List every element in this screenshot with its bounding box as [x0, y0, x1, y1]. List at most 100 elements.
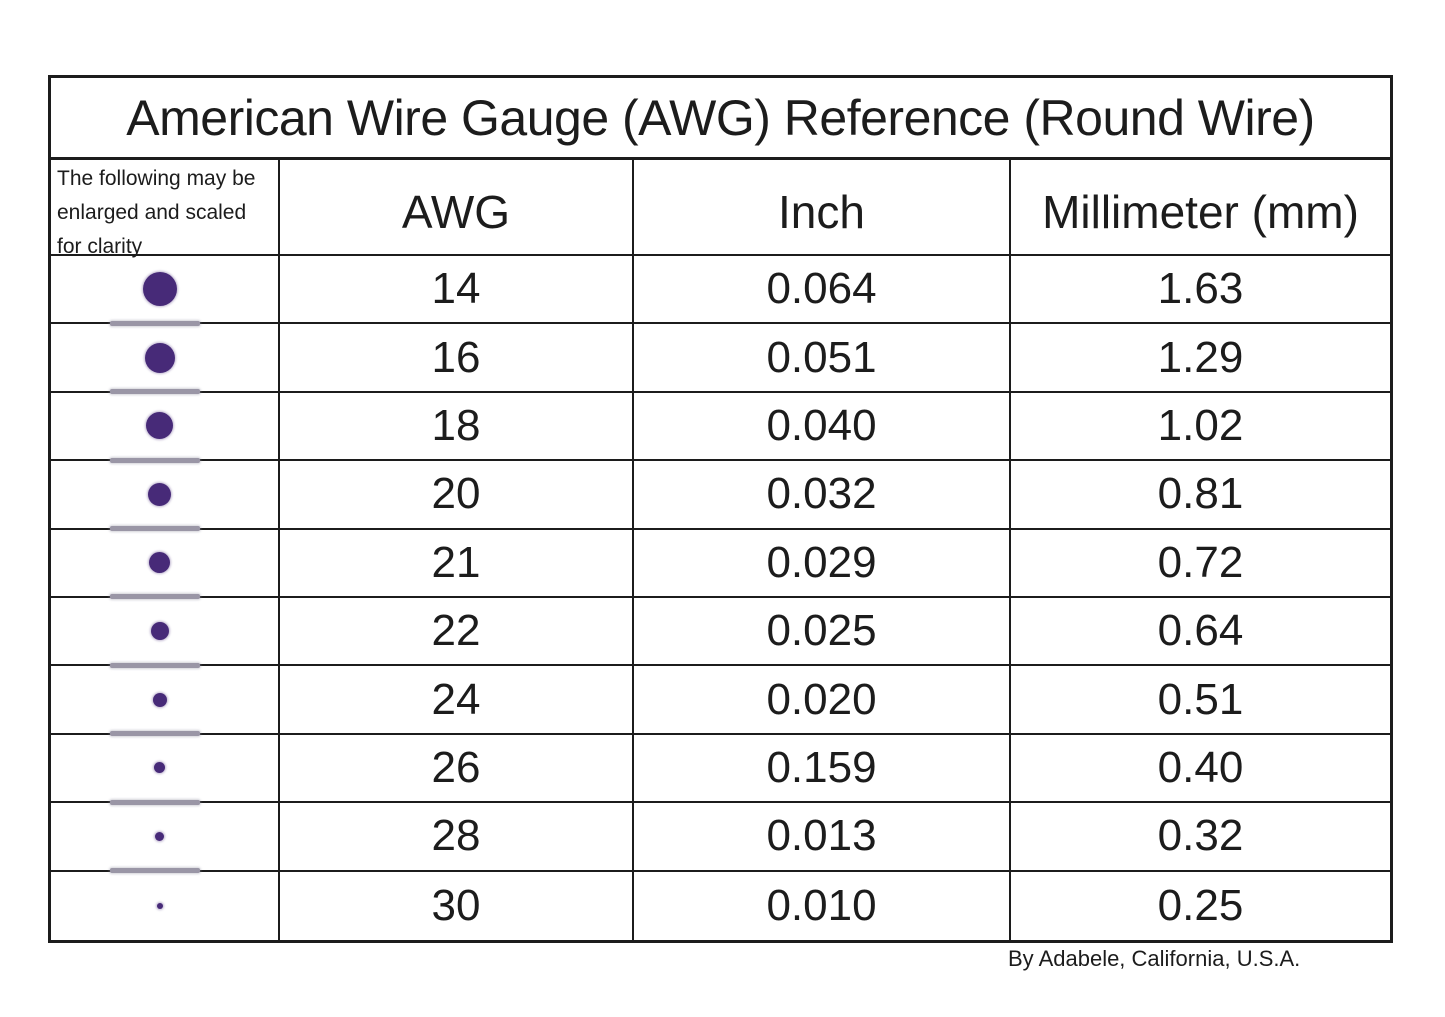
- dot-cell: [51, 734, 280, 805]
- awg-value: 24: [431, 674, 481, 724]
- scale-tick-line: [110, 799, 200, 805]
- inch-cell: 0.010: [634, 871, 1011, 940]
- table-row-awg-26: 26 0.159 0.40: [51, 734, 1390, 805]
- awg-cell: 21: [280, 529, 634, 596]
- table-title: American Wire Gauge (AWG) Reference (Rou…: [126, 89, 1315, 146]
- mm-cell: 0.72: [1011, 530, 1390, 596]
- wire-gauge-dot: [149, 552, 170, 574]
- mm-value: 0.72: [1157, 537, 1244, 587]
- column-header-awg: AWG: [280, 160, 634, 264]
- inch-cell: 0.013: [634, 803, 1011, 870]
- mm-value: 1.02: [1157, 400, 1244, 450]
- wire-gauge-dot: [154, 762, 165, 774]
- mm-value: 0.32: [1157, 811, 1244, 861]
- attribution-text: By Adabele, California, U.S.A.: [1008, 946, 1301, 971]
- mm-value: 0.64: [1157, 606, 1244, 656]
- column-header-awg-label: AWG: [401, 186, 511, 238]
- inch-cell: 0.040: [634, 392, 1011, 460]
- awg-reference-table: American Wire Gauge (AWG) Reference (Rou…: [48, 75, 1393, 943]
- note-text: The following may be enlarged and scaled…: [57, 167, 256, 258]
- table-title-row: American Wire Gauge (AWG) Reference (Rou…: [51, 78, 1390, 160]
- column-header-mm: Millimeter (mm): [1011, 160, 1390, 264]
- table-row-awg-18: 18 0.040 1.02: [51, 392, 1390, 463]
- awg-cell: 30: [280, 871, 634, 940]
- awg-value: 26: [431, 742, 481, 792]
- inch-cell: 0.020: [634, 666, 1011, 733]
- table-row-awg-24: 24 0.020 0.51: [51, 666, 1390, 737]
- awg-cell: 16: [280, 324, 634, 391]
- scale-tick-line: [110, 731, 200, 737]
- awg-value: 30: [431, 880, 481, 930]
- inch-value: 0.032: [766, 469, 877, 519]
- wire-gauge-dot: [152, 692, 167, 707]
- inch-cell: 0.032: [634, 461, 1011, 528]
- dot-cell: [51, 324, 280, 395]
- column-header-inch-label: Inch: [778, 186, 865, 238]
- inch-value: 0.029: [766, 537, 877, 587]
- inch-value: 0.020: [766, 674, 877, 724]
- column-header-inch: Inch: [634, 160, 1011, 264]
- awg-value: 14: [431, 264, 481, 314]
- inch-cell: 0.029: [634, 529, 1011, 596]
- dot-cell: [51, 256, 280, 326]
- awg-cell: 14: [280, 256, 634, 323]
- mm-cell: 0.64: [1011, 598, 1390, 664]
- mm-value: 1.29: [1157, 332, 1244, 382]
- inch-value: 0.025: [766, 606, 877, 656]
- mm-value: 0.81: [1157, 469, 1244, 519]
- awg-cell: 20: [280, 461, 634, 528]
- table-header-row: The following may be enlarged and scaled…: [51, 160, 1390, 264]
- awg-cell: 18: [280, 392, 634, 460]
- wire-gauge-dot: [146, 412, 173, 440]
- awg-cell: 22: [280, 597, 634, 665]
- inch-cell: 0.064: [634, 256, 1011, 323]
- dot-cell: [51, 392, 280, 463]
- table-row-awg-28: 28 0.013 0.32: [51, 803, 1390, 874]
- awg-value: 16: [431, 332, 481, 382]
- awg-cell: 24: [280, 666, 634, 733]
- awg-value: 28: [431, 811, 481, 861]
- mm-value: 0.40: [1157, 742, 1244, 792]
- scale-tick-line: [110, 457, 200, 463]
- inch-cell: 0.159: [634, 734, 1011, 802]
- scale-tick-line: [110, 320, 200, 326]
- dot-cell: [51, 529, 280, 600]
- inch-value: 0.051: [766, 332, 877, 382]
- mm-cell: 1.29: [1011, 324, 1390, 390]
- dot-cell: [51, 461, 280, 532]
- note-cell: The following may be enlarged and scaled…: [51, 160, 280, 264]
- table-row-awg-22: 22 0.025 0.64: [51, 597, 1390, 668]
- wire-gauge-dot: [144, 342, 175, 373]
- inch-cell: 0.025: [634, 597, 1011, 665]
- inch-value: 0.013: [766, 811, 877, 861]
- awg-value: 22: [431, 606, 481, 656]
- mm-cell: 0.81: [1011, 461, 1390, 527]
- wire-gauge-dot: [150, 622, 169, 641]
- scale-tick-line: [110, 389, 200, 395]
- table-row-awg-20: 20 0.032 0.81: [51, 461, 1390, 532]
- mm-cell: 0.51: [1011, 666, 1390, 732]
- table-row-awg-30: 30 0.010 0.25: [51, 871, 1390, 940]
- mm-value: 0.25: [1157, 880, 1244, 930]
- inch-value: 0.010: [766, 880, 877, 930]
- mm-cell: 1.63: [1011, 256, 1390, 322]
- wire-gauge-dot: [148, 482, 171, 506]
- awg-value: 20: [431, 469, 481, 519]
- mm-cell: 0.40: [1011, 735, 1390, 801]
- mm-cell: 0.32: [1011, 803, 1390, 869]
- table-row-awg-21: 21 0.029 0.72: [51, 529, 1390, 600]
- scale-tick-line: [110, 662, 200, 668]
- inch-value: 0.040: [766, 400, 877, 450]
- mm-cell: 1.02: [1011, 393, 1390, 459]
- scale-tick-line: [110, 526, 200, 532]
- table-row-awg-16: 16 0.051 1.29: [51, 324, 1390, 395]
- inch-value: 0.064: [766, 264, 877, 314]
- dot-cell: [51, 803, 280, 874]
- awg-value: 18: [431, 400, 481, 450]
- dot-cell: [51, 666, 280, 737]
- awg-value: 21: [431, 537, 481, 587]
- dot-cell: [51, 597, 280, 668]
- dot-cell: [51, 871, 280, 940]
- inch-value: 0.159: [766, 742, 877, 792]
- awg-cell: 26: [280, 734, 634, 802]
